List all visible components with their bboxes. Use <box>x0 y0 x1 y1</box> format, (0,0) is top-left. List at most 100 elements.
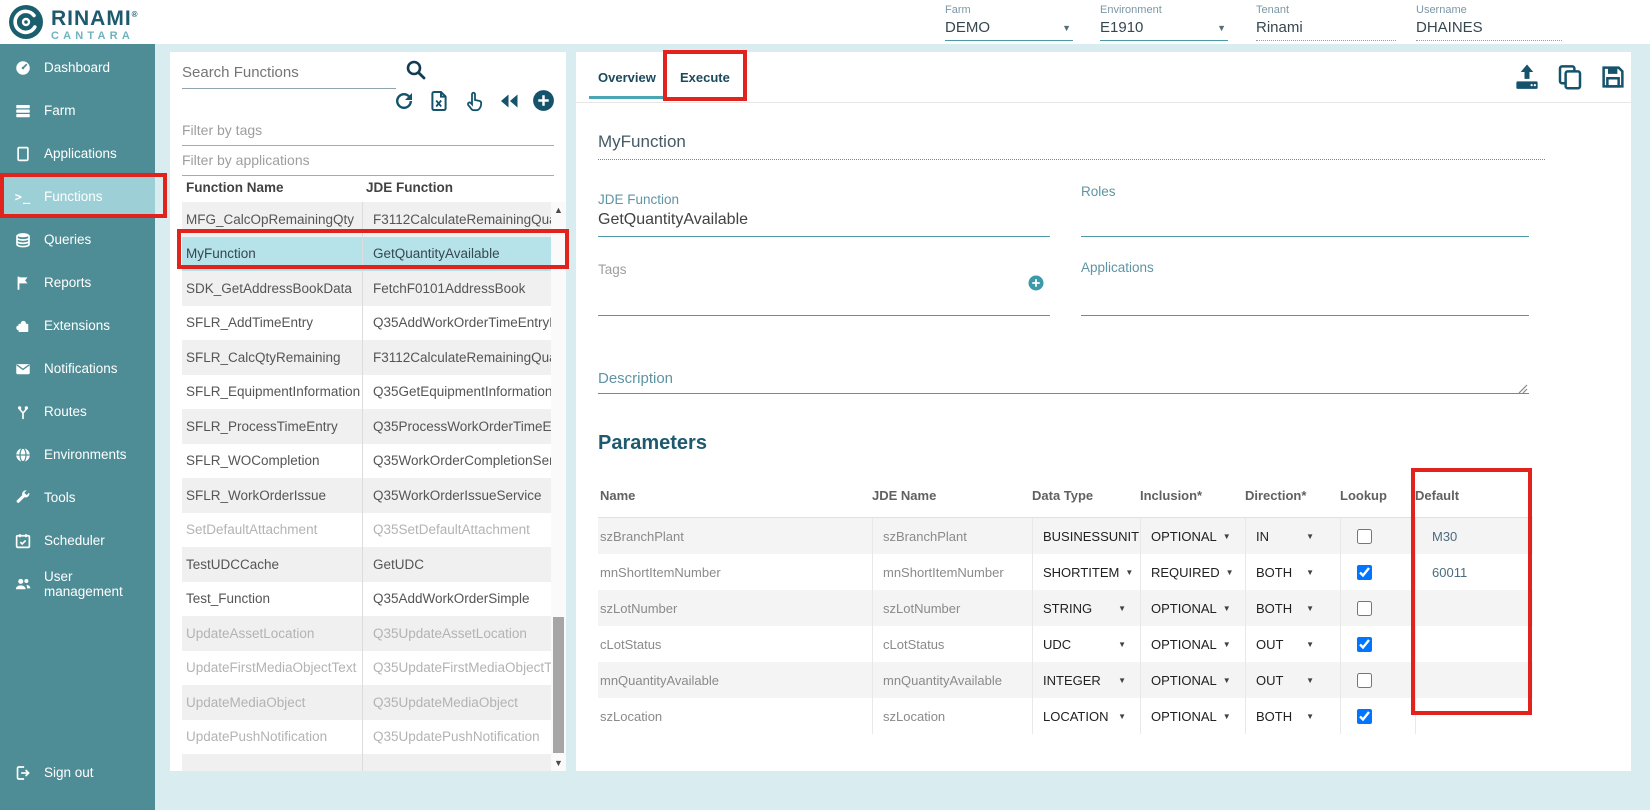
username-value: DHAINES <box>1416 19 1562 41</box>
direction-select[interactable]: BOTH ▼ <box>1245 554 1340 590</box>
inclusion-select[interactable]: OPTIONAL ▼ <box>1140 698 1245 734</box>
function-row[interactable]: UpdatePushNotification Q35UpdatePushNotif… <box>182 719 554 754</box>
function-row[interactable]: TestUDCCache GetUDC <box>182 547 554 582</box>
function-row-partial[interactable] <box>182 754 554 771</box>
farm-select[interactable]: Farm DEMO ▼ <box>945 4 1073 41</box>
search-functions-input[interactable] <box>182 62 396 89</box>
direction-select[interactable]: IN ▼ <box>1245 518 1340 554</box>
environment-value: E1910 <box>1100 19 1144 36</box>
scheduler-icon <box>13 531 33 551</box>
environment-select[interactable]: Environment E1910 ▼ <box>1100 4 1228 41</box>
default-value[interactable] <box>1415 698 1533 734</box>
data-type-select[interactable]: INTEGER ▼ <box>1032 662 1140 698</box>
add-tag-icon[interactable] <box>1027 274 1045 292</box>
sidebar-item-scheduler[interactable]: Scheduler <box>0 519 155 562</box>
logo-sub-brand: CANTARA <box>51 29 134 42</box>
direction-select[interactable]: BOTH ▼ <box>1245 698 1340 734</box>
default-value[interactable]: M30 <box>1415 518 1533 554</box>
function-row[interactable]: SFLR_AddTimeEntry Q35AddWorkOrderTimeEntr… <box>182 305 554 340</box>
applications-label: Applications <box>1081 260 1154 275</box>
function-row[interactable]: SFLR_WorkOrderIssue Q35WorkOrderIssueServ… <box>182 478 554 513</box>
dropdown-caret-icon: ▼ <box>1306 711 1314 721</box>
sidebar-item-tools[interactable]: Tools <box>0 476 155 519</box>
functions-list-scrollbar[interactable]: ▲ ▼ <box>551 202 566 771</box>
sidebar-item-sign-out[interactable]: Sign out <box>0 751 155 794</box>
lookup-checkbox[interactable] <box>1357 600 1372 616</box>
inclusion-select[interactable]: OPTIONAL ▼ <box>1140 662 1245 698</box>
refresh-icon[interactable] <box>391 88 416 113</box>
sidebar-item-farm[interactable]: Farm <box>0 89 155 132</box>
sidebar-item-environments[interactable]: Environments <box>0 433 155 476</box>
inclusion-select[interactable]: OPTIONAL ▼ <box>1140 590 1245 626</box>
lookup-checkbox[interactable] <box>1357 708 1372 724</box>
default-value[interactable] <box>1415 626 1533 662</box>
data-type-select[interactable]: BUSINESSUNIT▼ <box>1032 518 1140 554</box>
direction-select[interactable]: OUT ▼ <box>1245 626 1340 662</box>
environment-label: Environment <box>1100 4 1162 16</box>
hand-pointer-icon[interactable] <box>461 88 486 113</box>
inclusion-select[interactable]: OPTIONAL ▼ <box>1140 626 1245 662</box>
upload-icon[interactable] <box>1512 62 1542 92</box>
function-row-selected[interactable]: MyFunction GetQuantityAvailable <box>182 236 554 271</box>
function-row[interactable]: UpdateFirstMediaObjectText Q35UpdateFirst… <box>182 650 554 685</box>
sidebar-item-extensions[interactable]: Extensions <box>0 304 155 347</box>
function-row[interactable]: MFG_CalcOpRemainingQty F3112CalculateRema… <box>182 202 554 237</box>
sidebar-item-notifications[interactable]: Notifications <box>0 347 155 390</box>
data-type-select[interactable]: UDC ▼ <box>1032 626 1140 662</box>
lookup-checkbox[interactable] <box>1357 672 1372 688</box>
sidebar-item-reports[interactable]: Reports <box>0 261 155 304</box>
function-row[interactable]: SFLR_CalcQtyRemaining F3112CalculateRemai… <box>182 340 554 375</box>
direction-select[interactable]: OUT ▼ <box>1245 662 1340 698</box>
function-row[interactable]: SFLR_ProcessTimeEntry Q35ProcessWorkOrder… <box>182 409 554 444</box>
sidebar-item-queries[interactable]: Queries <box>0 218 155 261</box>
applications-input[interactable] <box>1081 315 1529 316</box>
default-value[interactable] <box>1415 590 1533 626</box>
add-function-icon[interactable] <box>531 88 556 113</box>
function-row[interactable]: UpdateAssetLocation Q35UpdateAssetLocatio… <box>182 616 554 651</box>
resize-handle-icon[interactable] <box>1518 381 1528 399</box>
default-value[interactable]: 60011 <box>1415 554 1533 590</box>
function-row[interactable]: SDK_GetAddressBookData FetchF0101AddressB… <box>182 271 554 306</box>
function-row[interactable]: Test_Function Q35AddWorkOrderSimple <box>182 581 554 616</box>
sidebar-item-routes[interactable]: Routes <box>0 390 155 433</box>
sidebar-item-functions[interactable]: >_ Functions <box>0 175 155 218</box>
dropdown-caret-icon: ▼ <box>1306 639 1314 649</box>
inclusion-select[interactable]: OPTIONAL ▼ <box>1140 518 1245 554</box>
dropdown-caret-icon: ▼ <box>1306 675 1314 685</box>
column-inclusion: Inclusion* <box>1140 488 1203 503</box>
scroll-down-icon[interactable]: ▼ <box>554 758 563 768</box>
sidebar-item-dashboard[interactable]: Dashboard <box>0 46 155 89</box>
tab-execute[interactable]: Execute <box>680 70 730 85</box>
filter-by-applications-input[interactable] <box>182 150 554 176</box>
roles-input[interactable] <box>1081 236 1529 237</box>
scrollbar-thumb[interactable] <box>553 617 564 753</box>
data-type-select[interactable]: STRING ▼ <box>1032 590 1140 626</box>
tab-overview[interactable]: Overview <box>589 52 665 103</box>
description-textarea[interactable] <box>598 393 1529 394</box>
copy-icon[interactable] <box>1555 62 1585 92</box>
save-icon[interactable] <box>1598 62 1628 92</box>
lookup-checkbox[interactable] <box>1357 528 1372 544</box>
dropdown-caret-icon: ▼ <box>1222 603 1231 613</box>
jde-function-value[interactable]: GetQuantityAvailable <box>598 211 749 228</box>
sidebar-item-applications[interactable]: Applications <box>0 132 155 175</box>
default-value[interactable] <box>1415 662 1533 698</box>
function-row[interactable]: SFLR_WOCompletion Q35WorkOrderCompletionS… <box>182 443 554 478</box>
filter-by-tags-input[interactable] <box>182 120 554 146</box>
direction-select[interactable]: BOTH ▼ <box>1245 590 1340 626</box>
lookup-checkbox[interactable] <box>1357 636 1372 652</box>
export-excel-icon[interactable] <box>426 88 451 113</box>
inclusion-select[interactable]: REQUIRED ▼ <box>1140 554 1245 590</box>
data-type-select[interactable]: SHORTITEM ▼ <box>1032 554 1140 590</box>
function-row[interactable]: UpdateMediaObject Q35UpdateMediaObject <box>182 685 554 720</box>
lookup-checkbox[interactable] <box>1357 564 1372 580</box>
tags-placeholder[interactable]: Tags <box>598 262 627 277</box>
data-type-select[interactable]: LOCATION ▼ <box>1032 698 1140 734</box>
function-row[interactable]: SFLR_EquipmentInformation Q35GetEquipment… <box>182 374 554 409</box>
sidebar-item-user-management[interactable]: User management <box>0 562 155 605</box>
function-row[interactable]: SetDefaultAttachment Q35SetDefaultAttachm… <box>182 512 554 547</box>
tags-input[interactable] <box>598 315 1050 316</box>
scroll-up-icon[interactable]: ▲ <box>554 205 563 215</box>
rewind-icon[interactable] <box>496 88 521 113</box>
top-bar: RINAMI® CANTARA Farm DEMO ▼ Environment E… <box>0 0 1650 44</box>
